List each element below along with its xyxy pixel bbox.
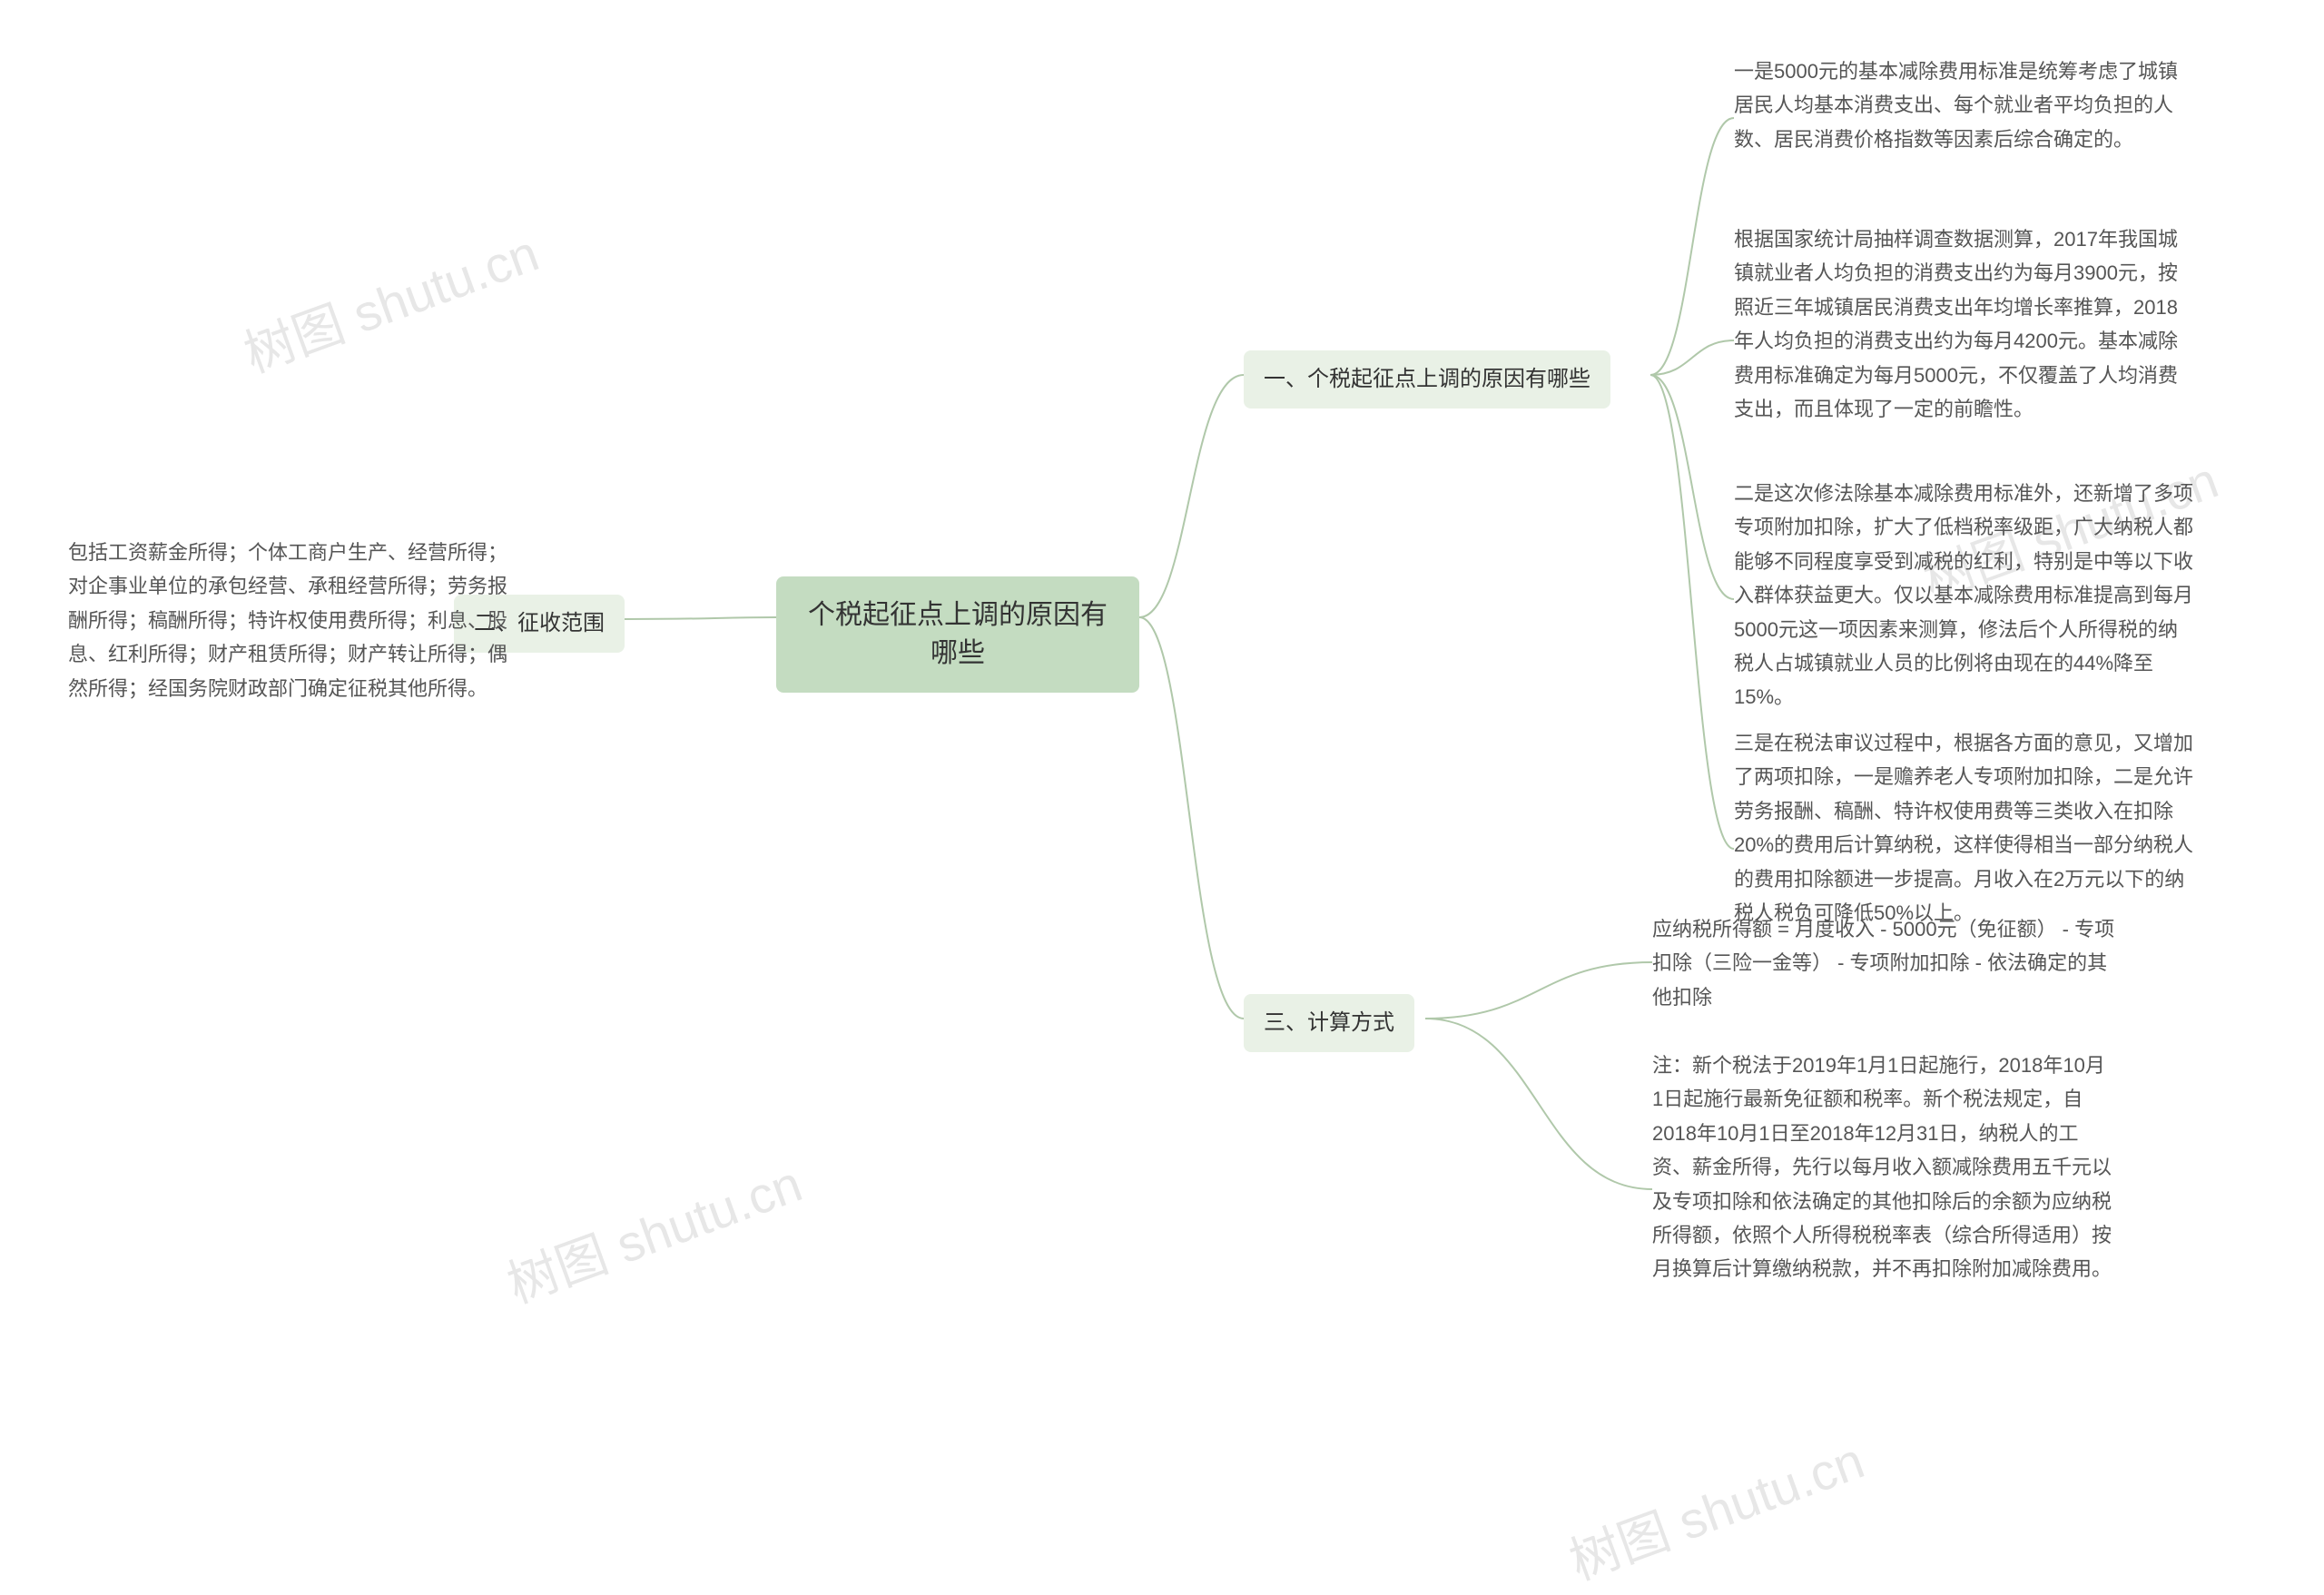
branch-1-label: 一、个税起征点上调的原因有哪些 (1264, 367, 1590, 391)
leaf-b2-1-text: 包括工资薪金所得；个体工商户生产、经营所得；对企事业单位的承包经营、承租经营所得… (68, 541, 507, 700)
leaf-b1-4-text: 三是在税法审议过程中，根据各方面的意见，又增加了两项扣除，一是赡养老人专项附加扣… (1734, 732, 2193, 924)
root-node[interactable]: 个税起征点上调的原因有哪些 (776, 576, 1139, 693)
branch-3-label: 三、计算方式 (1264, 1010, 1394, 1035)
leaf-b1-2-text: 根据国家统计局抽样调查数据测算，2017年我国城镇就业者人均负担的消费支出约为每… (1734, 228, 2178, 420)
leaf-b3-1: 应纳税所得额 = 月度收入 - 5000元（免征额） - 专项扣除（三险一金等）… (1652, 912, 2115, 1014)
branch-3[interactable]: 三、计算方式 (1244, 994, 1414, 1052)
leaf-b1-1: 一是5000元的基本减除费用标准是统筹考虑了城镇居民人均基本消费支出、每个就业者… (1734, 54, 2197, 156)
leaf-b1-3: 二是这次修法除基本减除费用标准外，还新增了多项专项附加扣除，扩大了低档税率级距，… (1734, 477, 2197, 714)
watermark: 树图 shutu.cn (1558, 1420, 1873, 1594)
branch-1[interactable]: 一、个税起征点上调的原因有哪些 (1244, 350, 1610, 409)
leaf-b1-1-text: 一是5000元的基本减除费用标准是统筹考虑了城镇居民人均基本消费支出、每个就业者… (1734, 60, 2178, 151)
leaf-b1-2: 根据国家统计局抽样调查数据测算，2017年我国城镇就业者人均负担的消费支出约为每… (1734, 222, 2197, 426)
leaf-b3-2-text: 注：新个税法于2019年1月1日起施行，2018年10月1日起施行最新免征额和税… (1652, 1054, 2112, 1280)
leaf-b3-2: 注：新个税法于2019年1月1日起施行，2018年10月1日起施行最新免征额和税… (1652, 1049, 2115, 1286)
root-label: 个税起征点上调的原因有哪些 (808, 600, 1108, 668)
watermark: 树图 shutu.cn (232, 212, 547, 387)
leaf-b1-4: 三是在税法审议过程中，根据各方面的意见，又增加了两项扣除，一是赡养老人专项附加扣… (1734, 726, 2197, 930)
leaf-b1-3-text: 二是这次修法除基本减除费用标准外，还新增了多项专项附加扣除，扩大了低档税率级距，… (1734, 482, 2193, 708)
watermark: 树图 shutu.cn (496, 1143, 811, 1317)
leaf-b3-1-text: 应纳税所得额 = 月度收入 - 5000元（免征额） - 专项扣除（三险一金等）… (1652, 918, 2114, 1009)
leaf-b2-1: 包括工资薪金所得；个体工商户生产、经营所得；对企事业单位的承包经营、承租经营所得… (68, 536, 522, 705)
